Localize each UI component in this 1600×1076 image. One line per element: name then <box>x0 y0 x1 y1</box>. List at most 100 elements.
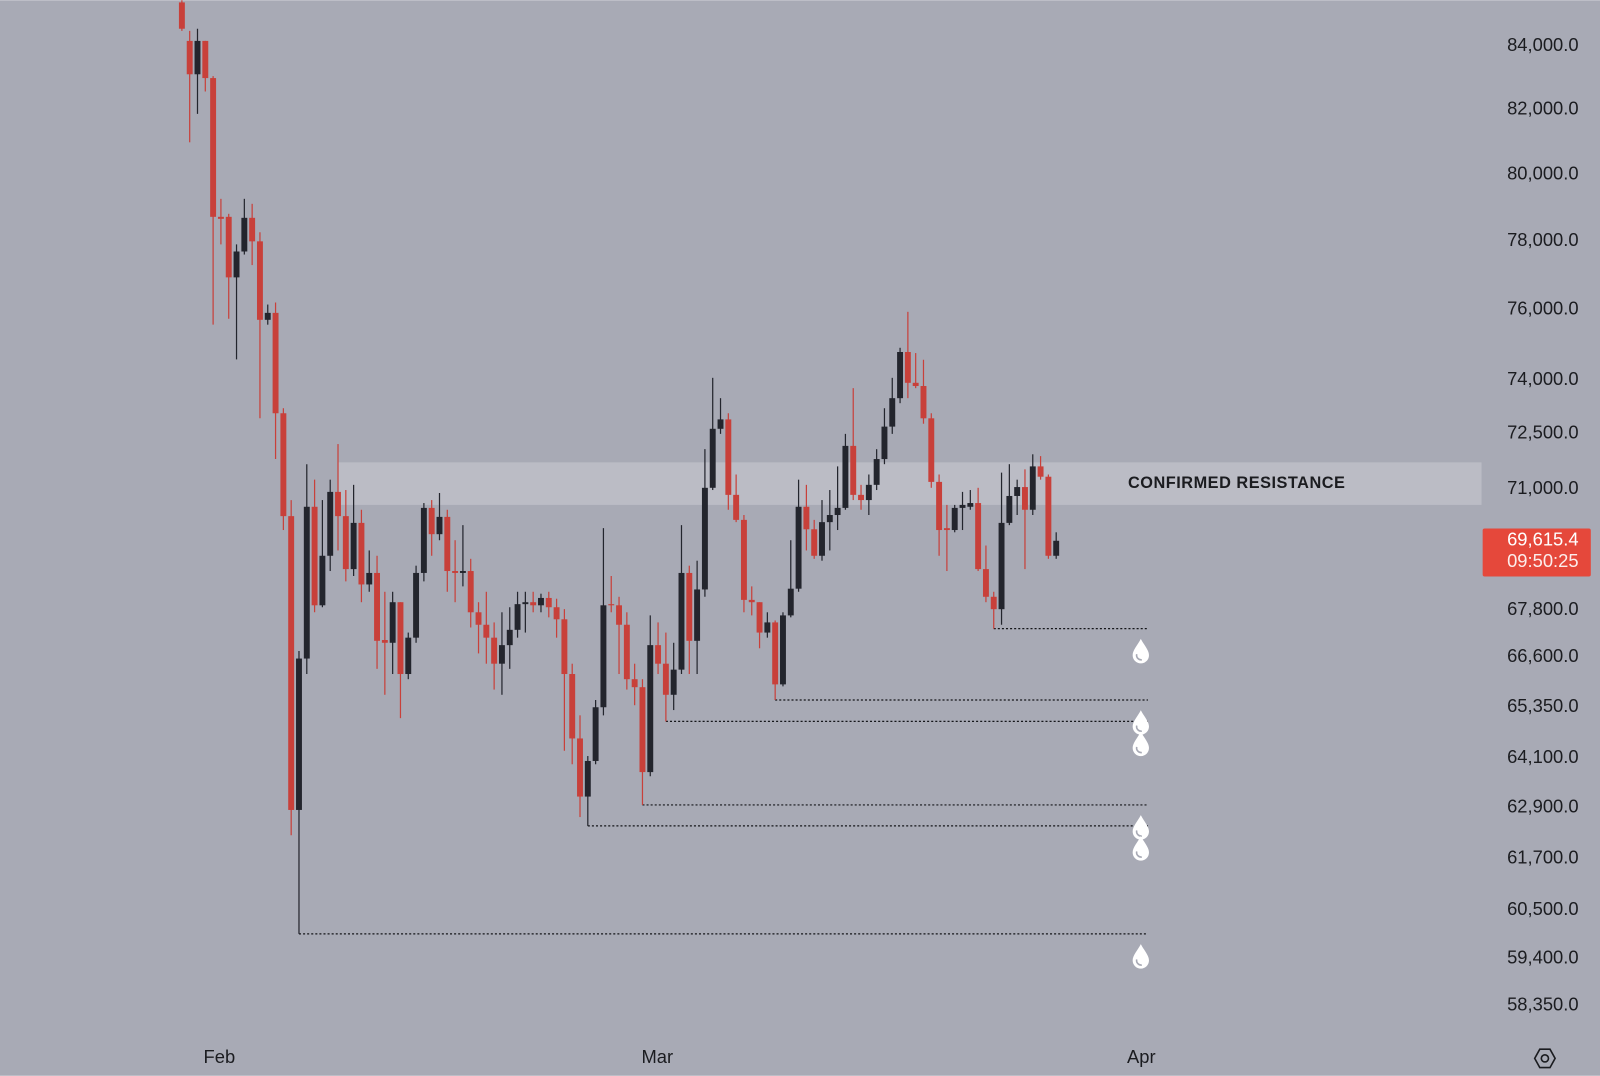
candle-body <box>740 519 747 600</box>
candle-body <box>1045 476 1052 556</box>
candle-body <box>202 40 209 79</box>
candle-body <box>819 522 825 556</box>
candle-body <box>358 522 365 585</box>
candle-body <box>444 516 451 572</box>
candle-body <box>584 760 591 797</box>
x-tick-label: Feb <box>204 1046 236 1067</box>
candle-body <box>1037 466 1044 477</box>
candle-body <box>623 624 630 680</box>
candle-body <box>225 216 232 278</box>
candle-body <box>694 589 701 641</box>
liquidity-icon <box>1132 815 1149 840</box>
candle-body <box>936 481 943 531</box>
candle-body <box>186 40 193 75</box>
candle-body <box>436 516 443 535</box>
candle-body <box>616 605 622 625</box>
y-tick-label: 65,350.0 <box>1507 695 1578 716</box>
candle-body <box>413 572 420 638</box>
candle-body <box>662 663 669 695</box>
candle-body <box>998 522 1005 610</box>
drop-shine <box>1135 851 1142 858</box>
candle-body <box>592 707 599 761</box>
candle-body <box>920 386 927 419</box>
price-tag <box>1482 528 1591 577</box>
liquidity-icon <box>1132 836 1149 861</box>
candle-body <box>686 572 693 641</box>
x-tick-label: Apr <box>1127 1046 1156 1067</box>
drop-shine <box>1135 725 1142 732</box>
candle-body <box>217 216 224 219</box>
candle-body <box>366 572 373 585</box>
candle-body <box>631 679 638 688</box>
candle-body <box>428 507 435 535</box>
candle-body <box>1006 495 1013 523</box>
candle-body <box>459 571 466 573</box>
candle-body <box>264 312 271 320</box>
candle-body <box>514 604 521 630</box>
candle-body <box>210 78 217 217</box>
candle-body <box>311 506 318 606</box>
candle-body <box>975 503 982 570</box>
y-tick-label: 58,350.0 <box>1507 993 1578 1014</box>
candle-body <box>194 40 201 75</box>
candle-body <box>553 607 560 620</box>
candle-body <box>350 522 357 570</box>
candle-body <box>764 622 771 633</box>
candle-body <box>803 506 810 530</box>
candle-body <box>483 624 490 638</box>
drop-shine <box>1135 959 1142 966</box>
candle-body <box>319 555 326 606</box>
candle-body <box>756 602 763 633</box>
candle-body <box>834 507 841 516</box>
candle-body <box>858 494 864 501</box>
candle-body <box>655 645 662 664</box>
candle-body <box>577 738 583 797</box>
candle-body <box>530 602 537 606</box>
y-tick-label: 67,800.0 <box>1507 598 1578 619</box>
resistance-label: CONFIRMED RESISTANCE <box>1128 474 1345 492</box>
candle-body <box>327 491 334 556</box>
candle-body <box>561 619 568 675</box>
candle-body <box>272 312 279 414</box>
candle-body <box>780 615 786 685</box>
candle-body <box>678 572 685 670</box>
y-tick-label: 84,000.0 <box>1507 34 1578 55</box>
price-axis: 84,000.0 82,000.0 80,000.0 78,000.0 76,000.0… <box>204 34 1579 1067</box>
settings-icon[interactable] <box>1533 1048 1557 1069</box>
y-tick-label: 59,400.0 <box>1507 946 1578 967</box>
y-tick-label: 64,100.0 <box>1507 746 1578 767</box>
candle-body <box>498 645 505 664</box>
y-tick-label: 66,600.0 <box>1507 645 1578 666</box>
x-tick-label: Mar <box>641 1046 673 1067</box>
candle-body <box>296 658 302 810</box>
liquidity-icon <box>1132 638 1149 664</box>
plot-area <box>178 0 1482 935</box>
candle-body <box>342 516 349 570</box>
candle-body <box>491 637 498 664</box>
candle-body <box>811 529 818 556</box>
y-tick-label: 72,500.0 <box>1507 422 1578 443</box>
candle-body <box>335 491 341 517</box>
candle-body <box>506 629 513 646</box>
candle-body <box>943 528 950 531</box>
drop-shine <box>1135 746 1142 754</box>
candle-body <box>600 605 607 708</box>
candle-body <box>990 596 997 610</box>
candle-body <box>467 571 474 613</box>
candle-body <box>748 599 755 603</box>
candle-body <box>178 2 185 29</box>
candle-body <box>795 506 802 589</box>
countdown-label: 09:50:25 <box>1507 550 1578 571</box>
candle-body <box>951 507 958 531</box>
price-tag-label: 69,615.4 <box>1507 529 1578 550</box>
candle-body <box>452 571 459 573</box>
candle-body <box>389 602 396 643</box>
candle-body <box>256 241 263 320</box>
candle-body <box>608 604 615 606</box>
candle-body <box>522 602 529 605</box>
candle-body <box>904 351 911 383</box>
candle-body <box>709 428 716 488</box>
candle-body <box>1029 466 1036 510</box>
liquidity-icon <box>1132 710 1149 735</box>
